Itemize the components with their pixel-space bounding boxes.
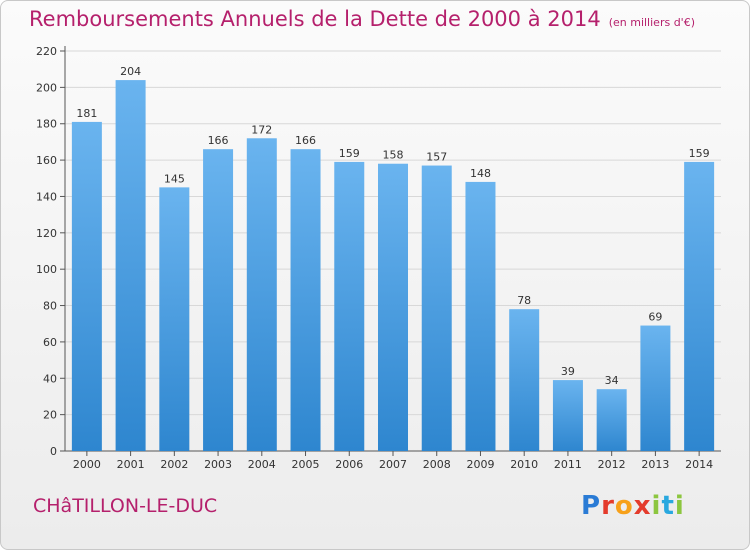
logo-letter: o (614, 491, 634, 521)
bar-value-label: 204 (120, 65, 141, 78)
chart-unit: (en milliers d'€) (608, 16, 695, 29)
bar-value-label: 34 (605, 374, 619, 387)
x-tick-label: 2013 (641, 458, 669, 471)
bar (71, 121, 102, 451)
x-tick-label: 2004 (248, 458, 276, 471)
city-name: CHâTILLON-LE-DUC (33, 495, 218, 517)
bar (684, 161, 715, 451)
bar-value-label: 145 (164, 172, 185, 185)
y-tick-label: 160 (36, 154, 57, 167)
x-tick-label: 2009 (466, 458, 494, 471)
y-tick-label: 140 (36, 190, 57, 203)
bar (509, 309, 540, 451)
bar-value-label: 172 (251, 123, 272, 136)
y-tick-label: 60 (43, 336, 57, 349)
bar (115, 80, 146, 451)
y-tick-label: 20 (43, 409, 57, 422)
bar (465, 181, 496, 451)
proxiti-logo: Proxiti (581, 491, 685, 521)
x-tick-label: 2011 (554, 458, 582, 471)
x-tick-label: 2000 (73, 458, 101, 471)
y-tick-label: 220 (36, 45, 57, 58)
bar (290, 149, 321, 451)
y-tick-label: 180 (36, 118, 57, 131)
logo-letter: i (651, 491, 662, 521)
bar (640, 325, 671, 451)
bar (421, 165, 452, 451)
y-tick-label: 40 (43, 372, 57, 385)
bar-value-label: 148 (470, 167, 491, 180)
x-tick-label: 2003 (204, 458, 232, 471)
bar-value-label: 39 (561, 365, 575, 378)
y-tick-label: 80 (43, 300, 57, 313)
bar-value-label: 181 (76, 107, 97, 120)
x-tick-label: 2005 (292, 458, 320, 471)
chart-title-text: Remboursements Annuels de la Dette de 20… (29, 7, 601, 31)
bar (246, 138, 277, 452)
bar-value-label: 158 (383, 149, 404, 162)
bar-value-label: 78 (517, 294, 531, 307)
bar (334, 161, 365, 451)
logo-letter: i (674, 491, 685, 521)
bar (596, 389, 627, 451)
bar (203, 149, 234, 451)
y-tick-label: 200 (36, 81, 57, 94)
x-tick-label: 2008 (423, 458, 451, 471)
bar-value-label: 157 (426, 151, 447, 164)
bar-value-label: 166 (208, 134, 229, 147)
bar-value-label: 69 (648, 311, 662, 324)
logo-letter: r (601, 491, 615, 521)
bar (378, 163, 408, 451)
logo-letter: t (661, 491, 675, 521)
bar-value-label: 159 (689, 147, 710, 160)
bar (552, 380, 583, 451)
x-tick-label: 2014 (685, 458, 713, 471)
x-tick-label: 2006 (335, 458, 363, 471)
x-tick-label: 2010 (510, 458, 538, 471)
x-tick-label: 2001 (117, 458, 145, 471)
chart-title: Remboursements Annuels de la Dette de 20… (29, 7, 695, 31)
bar-value-label: 166 (295, 134, 316, 147)
x-tick-label: 2012 (598, 458, 626, 471)
y-tick-label: 0 (50, 445, 57, 458)
logo-letter: P (581, 491, 602, 521)
bar-value-label: 159 (339, 147, 360, 160)
bar (159, 187, 190, 451)
logo-letter: x (633, 491, 652, 521)
x-tick-label: 2007 (379, 458, 407, 471)
y-tick-label: 120 (36, 227, 57, 240)
x-tick-label: 2002 (160, 458, 188, 471)
y-tick-label: 100 (36, 263, 57, 276)
